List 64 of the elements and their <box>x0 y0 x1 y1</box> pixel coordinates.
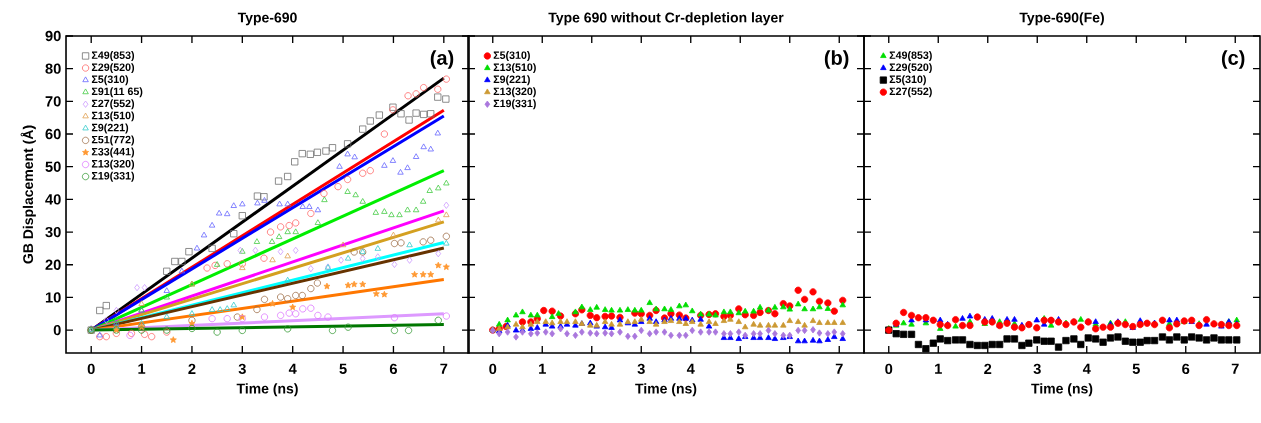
x-tick-label: 5 <box>1132 363 1140 374</box>
legend-label: Σ33(441) <box>91 147 135 158</box>
y-tick-label: 30 <box>45 226 61 238</box>
legend-label: Σ13(320) <box>493 87 536 98</box>
y-tick-label: 60 <box>45 128 61 140</box>
legend-label: Σ13(510) <box>91 111 135 122</box>
x-tick-label: 3 <box>637 363 645 375</box>
x-tick-label: 3 <box>1033 363 1041 375</box>
x-tick-label: 1 <box>539 363 546 374</box>
x-tick-label: 2 <box>984 363 992 374</box>
legend-label: Σ29(520) <box>91 63 135 74</box>
x-tick-label: 0 <box>885 363 893 375</box>
x-tick-label: 5 <box>736 363 744 374</box>
legend-label: Σ9(221) <box>493 75 530 86</box>
x-tick-label: 4 <box>288 363 297 374</box>
x-tick-label: 7 <box>835 363 843 374</box>
y-tick-label: 0 <box>53 324 61 336</box>
legend-label: Σ19(331) <box>91 171 135 182</box>
y-tick-label: 80 <box>45 63 61 74</box>
x-tick-label: 3 <box>238 363 246 375</box>
legend-label: Σ5(310) <box>493 51 530 62</box>
y-tick-label: 40 <box>45 194 61 205</box>
x-axis-title: Time (ns) <box>1031 383 1093 397</box>
annotation: (c) <box>1221 50 1245 69</box>
legend-label: Σ27(552) <box>91 99 135 110</box>
y-tick-label: 10 <box>45 292 61 303</box>
y-tick-label: 20 <box>45 259 61 270</box>
x-tick-label: 1 <box>935 363 942 374</box>
chart-title: Type 690 without Cr-depletion layer <box>548 12 784 26</box>
x-tick-label: 5 <box>339 363 347 374</box>
legend-label: Σ51(772) <box>91 135 135 146</box>
legend-label: Σ9(221) <box>91 123 129 134</box>
annotation: (b) <box>824 50 849 69</box>
chart-title: Type-690(Fe) <box>1019 12 1104 26</box>
x-tick-label: 6 <box>1182 363 1190 375</box>
legend-label: Σ13(320) <box>91 159 135 170</box>
legend-label: Σ13(510) <box>493 63 536 74</box>
x-tick-label: 6 <box>389 363 397 375</box>
x-tick-label: 1 <box>138 363 146 374</box>
x-tick-label: 7 <box>1231 363 1239 374</box>
x-tick-label: 7 <box>440 363 448 374</box>
y-axis-title: GB Displacement (Å) <box>20 125 36 264</box>
legend-label: Σ91(11 65) <box>91 87 143 98</box>
x-tick-label: 4 <box>686 363 695 374</box>
y-tick-label: 50 <box>45 161 61 172</box>
x-axis-title: Time (ns) <box>635 383 697 397</box>
annotation: (a) <box>430 50 454 69</box>
legend-label: Σ49(853) <box>889 51 932 62</box>
x-tick-label: 2 <box>188 363 196 374</box>
x-tick-label: 0 <box>489 363 497 375</box>
legend-label: Σ27(552) <box>889 87 932 98</box>
legend-label: Σ5(310) <box>91 75 129 86</box>
legend-label: Σ19(331) <box>493 99 536 110</box>
x-axis-title: Time (ns) <box>236 383 298 397</box>
y-tick-label: 90 <box>45 30 61 42</box>
y-tick-label: 70 <box>45 96 61 107</box>
legend-label: Σ29(520) <box>889 63 932 74</box>
x-tick-label: 6 <box>786 363 794 375</box>
x-tick-label: 0 <box>87 363 95 375</box>
legend-label: Σ5(310) <box>889 75 926 86</box>
x-tick-label: 2 <box>588 363 596 374</box>
x-tick-label: 4 <box>1082 363 1091 374</box>
chart-title: Type-690 <box>237 12 297 26</box>
legend-label: Σ49(853) <box>91 51 135 62</box>
